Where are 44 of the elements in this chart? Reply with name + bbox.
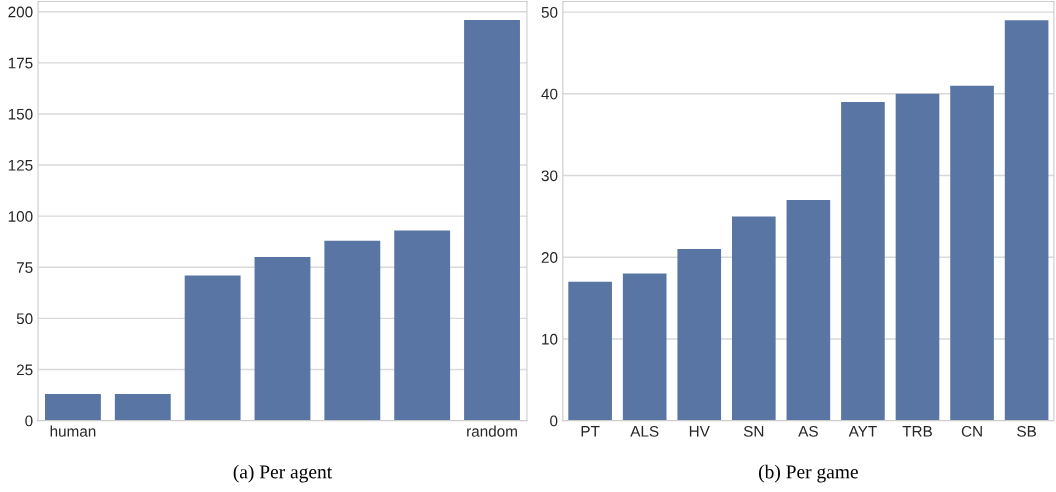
bar xyxy=(394,230,451,421)
y-tick-label: 40 xyxy=(541,88,558,100)
x-tick-label: TRB xyxy=(902,426,932,437)
bar xyxy=(324,240,381,421)
bar xyxy=(45,394,101,421)
y-tick-label: 0 xyxy=(25,415,33,427)
bar xyxy=(114,394,171,421)
bar xyxy=(786,200,831,421)
x-tick-label: AS xyxy=(798,425,818,437)
y-tick-label: 20 xyxy=(541,252,558,263)
x-tick-label: PT xyxy=(581,426,600,437)
x-tick-label: CN xyxy=(961,425,982,437)
x-tick-label: SN xyxy=(743,425,764,437)
x-tick-label: human xyxy=(50,425,96,437)
x-axis-title: (b) Per game xyxy=(759,464,858,483)
bar xyxy=(731,216,776,421)
y-tick-label: 100 xyxy=(8,211,33,222)
bar xyxy=(1004,20,1049,421)
x-tick-label: random xyxy=(467,425,517,437)
y-tick-label: 125 xyxy=(8,159,33,171)
bar xyxy=(950,85,994,421)
bar xyxy=(254,257,311,421)
x-tick-label: ALS xyxy=(630,425,659,437)
y-tick-label: 150 xyxy=(8,108,33,120)
y-tick-label: 30 xyxy=(541,170,558,182)
x-tick-label: AYT xyxy=(848,426,877,437)
bar xyxy=(622,273,667,421)
bar xyxy=(895,93,940,421)
x-tick-label: SB xyxy=(1017,425,1036,437)
x-axis-title: (a) Per agent xyxy=(233,464,333,483)
bar xyxy=(677,249,722,421)
y-tick-label: 10 xyxy=(542,333,558,345)
y-tick-label: 50 xyxy=(16,313,33,325)
y-tick-label: 0 xyxy=(550,415,558,427)
y-tick-label: 175 xyxy=(8,57,33,69)
y-tick-label: 25 xyxy=(16,364,33,376)
x-tick-label: HV xyxy=(689,426,710,437)
bar xyxy=(184,275,241,421)
y-tick-label: 50 xyxy=(541,6,558,18)
y-tick-label: 200 xyxy=(8,6,33,18)
y-tick-label: 75 xyxy=(16,262,33,273)
bar xyxy=(464,19,520,421)
bar xyxy=(568,281,612,421)
bar xyxy=(841,101,885,421)
